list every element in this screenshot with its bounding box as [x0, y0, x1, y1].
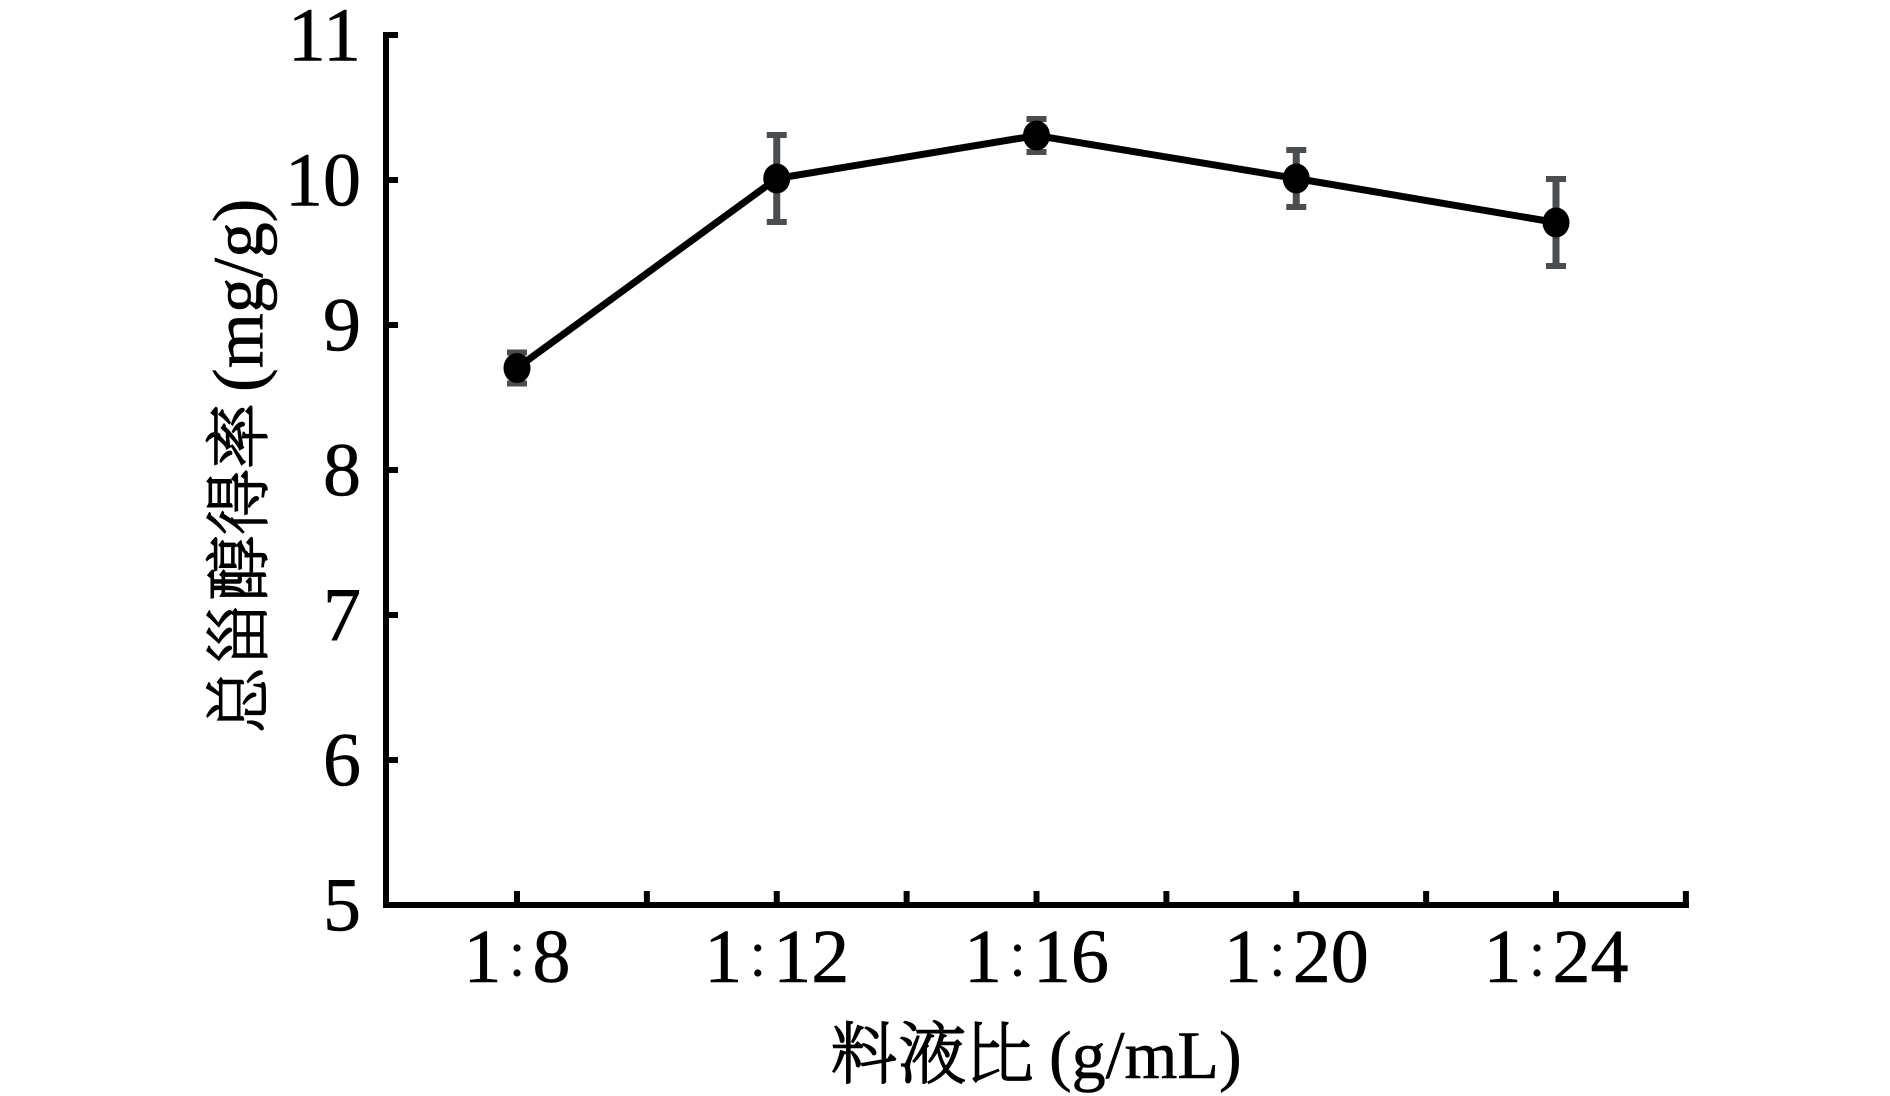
svg-text:20: 20	[1293, 915, 1369, 999]
svg-text:8: 8	[323, 429, 361, 513]
svg-text:(g/mL): (g/mL)	[1049, 1017, 1242, 1093]
svg-text:12: 12	[773, 915, 849, 999]
svg-text:24: 24	[1553, 915, 1629, 999]
svg-text:1: 1	[704, 915, 742, 999]
svg-text:(mg/g): (mg/g)	[200, 199, 278, 392]
svg-text:16: 16	[1033, 915, 1109, 999]
svg-text:8: 8	[533, 915, 571, 999]
svg-text:7: 7	[323, 574, 361, 658]
svg-text:10: 10	[285, 139, 361, 223]
svg-text:9: 9	[323, 284, 361, 368]
svg-text:6: 6	[323, 719, 361, 803]
svg-text:5: 5	[323, 864, 361, 948]
svg-text:1: 1	[964, 915, 1002, 999]
svg-text:11: 11	[288, 0, 361, 78]
svg-text:1: 1	[1224, 915, 1262, 999]
svg-text:1: 1	[1484, 915, 1522, 999]
svg-text:1: 1	[464, 915, 502, 999]
